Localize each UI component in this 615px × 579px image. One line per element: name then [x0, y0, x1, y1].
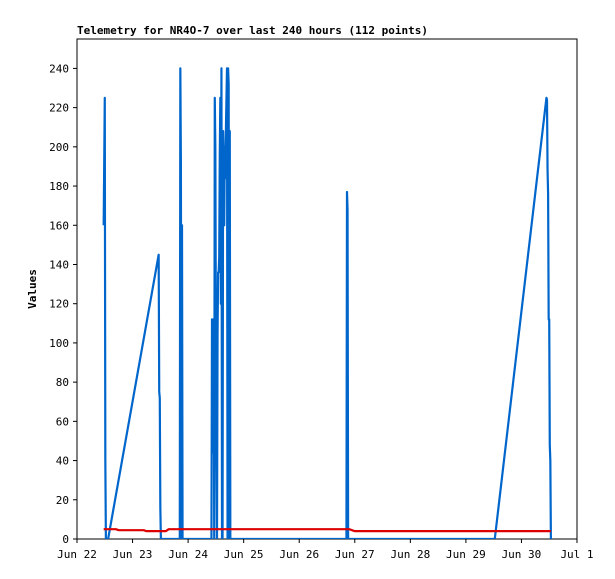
- y-tick-label: 120: [49, 298, 69, 311]
- x-tick-label: Jun 24: [168, 548, 208, 561]
- y-tick-label: 0: [62, 533, 69, 546]
- x-tick-label: Jun 23: [113, 548, 153, 561]
- x-tick-label: Jun 27: [335, 548, 375, 561]
- x-tick-label: Jun 26: [279, 548, 319, 561]
- y-tick-label: 80: [56, 376, 69, 389]
- y-tick-label: 20: [56, 494, 69, 507]
- x-tick-label: Jun 30: [502, 548, 542, 561]
- x-tick-label: Jul 1: [560, 548, 593, 561]
- y-tick-label: 220: [49, 102, 69, 115]
- y-axis-ticks: 0 20 40 60 80 100 120 140 160 180 200 220 240: [49, 62, 77, 546]
- chart-title: Telemetry for NR4O-7 over last 240 hours…: [77, 24, 428, 37]
- y-tick-label: 100: [49, 337, 69, 350]
- x-tick-label: Jun 29: [446, 548, 486, 561]
- y-tick-label: 180: [49, 180, 69, 193]
- y-axis-label: Values: [26, 269, 39, 309]
- x-tick-label: Jun 25: [224, 548, 264, 561]
- series-line-1: [102, 67, 552, 539]
- y-tick-label: 160: [49, 219, 69, 232]
- x-tick-label: Jun 28: [390, 548, 430, 561]
- y-tick-label: 140: [49, 258, 69, 271]
- series-layer: [102, 67, 552, 539]
- y-tick-label: 40: [56, 455, 69, 468]
- y-tick-label: 200: [49, 141, 69, 154]
- y-tick-label: 240: [49, 62, 69, 75]
- y-tick-label: 60: [56, 415, 69, 428]
- x-tick-label: Jun 22: [57, 548, 97, 561]
- x-axis-ticks: Jun 22 Jun 23 Jun 24 Jun 25 Jun 26 Jun 27 Jun …: [57, 539, 594, 561]
- series-line-2: [103, 528, 551, 533]
